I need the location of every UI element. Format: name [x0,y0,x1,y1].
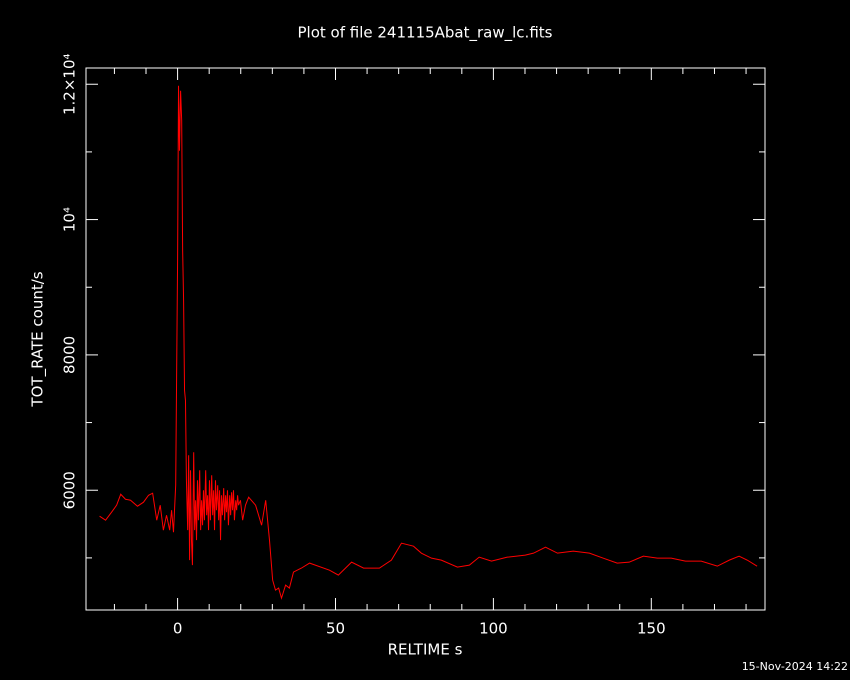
x-tick-label: 150 [637,620,666,638]
y-axis-label: TOT_RATE count/s [29,271,48,407]
x-tick-label: 100 [479,620,508,638]
y-tick-label: 8000 [61,336,79,374]
y-tick-label: 1.2×10⁴ [61,53,79,115]
plot-frame [85,67,766,611]
y-tick-label: 10⁴ [61,207,79,232]
x-tick-label: 50 [326,620,345,638]
chart-title: Plot of file 241115Abat_raw_lc.fits [298,24,553,43]
light-curve [99,85,758,600]
timestamp: 15-Nov-2024 14:22 [742,660,848,673]
x-tick-label: 0 [173,620,183,638]
x-axis-label: RELTIME s [388,641,463,659]
y-tick-label: 6000 [61,471,79,509]
